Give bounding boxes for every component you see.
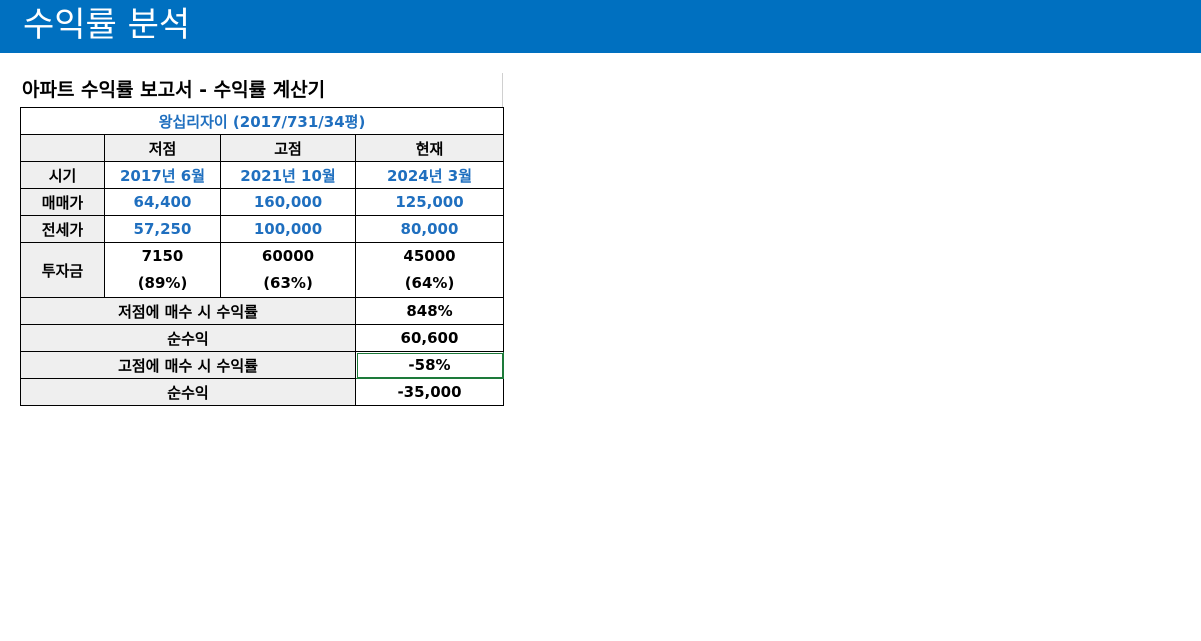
period-current-cell[interactable]: 2024년 3월 bbox=[355, 161, 504, 189]
summary-label-high-yield[interactable]: 고점에 매수 시 수익률 bbox=[20, 351, 356, 379]
investment-low-cell[interactable]: 7150 (89%) bbox=[104, 242, 221, 298]
investment-high-cell[interactable]: 60000 (63%) bbox=[220, 242, 356, 298]
report-sheet: 아파트 수익률 보고서 - 수익률 계산기 왕십리자이 (2017/731/34… bbox=[20, 73, 504, 406]
row-label-sale-price[interactable]: 매매가 bbox=[20, 188, 105, 216]
row-label-period[interactable]: 시기 bbox=[20, 161, 105, 189]
summary-row: 고점에 매수 시 수익률 -58% bbox=[20, 351, 504, 379]
summary-label-high-profit[interactable]: 순수익 bbox=[20, 378, 356, 406]
column-header-blank[interactable] bbox=[20, 134, 105, 162]
column-header-current[interactable]: 현재 bbox=[355, 134, 504, 162]
summary-row: 순수익 60,600 bbox=[20, 324, 504, 352]
summary-label-low-profit[interactable]: 순수익 bbox=[20, 324, 356, 352]
sale-price-current-cell[interactable]: 125,000 bbox=[355, 188, 504, 216]
apartment-name-cell[interactable]: 왕십리자이 (2017/731/34평) bbox=[20, 107, 504, 135]
summary-value-low-profit[interactable]: 60,600 bbox=[355, 324, 504, 352]
row-label-investment[interactable]: 투자금 bbox=[20, 242, 105, 298]
jeonse-price-low-cell[interactable]: 57,250 bbox=[104, 215, 221, 243]
summary-label-low-yield[interactable]: 저점에 매수 시 수익률 bbox=[20, 297, 356, 325]
sale-price-high-cell[interactable]: 160,000 bbox=[220, 188, 356, 216]
jeonse-price-row: 전세가 57,250 100,000 80,000 bbox=[20, 215, 504, 243]
investment-low-amount: 7150 bbox=[141, 247, 184, 265]
report-title: 아파트 수익률 보고서 - 수익률 계산기 bbox=[20, 73, 503, 107]
jeonse-price-high-cell[interactable]: 100,000 bbox=[220, 215, 356, 243]
period-low-cell[interactable]: 2017년 6월 bbox=[104, 161, 221, 189]
investment-row: 투자금 7150 (89%) 60000 (63%) 45000 (64%) bbox=[20, 242, 504, 298]
period-high-cell[interactable]: 2021년 10월 bbox=[220, 161, 356, 189]
summary-row: 순수익 -35,000 bbox=[20, 378, 504, 406]
summary-value-high-yield[interactable]: -58% bbox=[355, 351, 504, 379]
summary-value-high-profit[interactable]: -35,000 bbox=[355, 378, 504, 406]
sale-price-low-cell[interactable]: 64,400 bbox=[104, 188, 221, 216]
sale-price-row: 매매가 64,400 160,000 125,000 bbox=[20, 188, 504, 216]
column-header-high[interactable]: 고점 bbox=[220, 134, 356, 162]
investment-current-amount: 45000 bbox=[403, 247, 456, 265]
column-header-row: 저점 고점 현재 bbox=[20, 134, 504, 162]
investment-current-ratio: (64%) bbox=[404, 274, 455, 292]
header-bar: 수익률 분석 bbox=[0, 0, 1201, 53]
investment-high-ratio: (63%) bbox=[263, 274, 313, 292]
investment-high-amount: 60000 bbox=[261, 247, 315, 265]
apartment-row: 왕십리자이 (2017/731/34평) bbox=[20, 107, 504, 135]
summary-value-low-yield[interactable]: 848% bbox=[355, 297, 504, 325]
jeonse-price-current-cell[interactable]: 80,000 bbox=[355, 215, 504, 243]
page-title: 수익률 분석 bbox=[23, 5, 191, 45]
yield-table: 왕십리자이 (2017/731/34평) 저점 고점 현재 시기 2017년 6… bbox=[20, 107, 504, 406]
column-header-low[interactable]: 저점 bbox=[104, 134, 221, 162]
investment-current-cell[interactable]: 45000 (64%) bbox=[355, 242, 504, 298]
period-row: 시기 2017년 6월 2021년 10월 2024년 3월 bbox=[20, 161, 504, 189]
summary-row: 저점에 매수 시 수익률 848% bbox=[20, 297, 504, 325]
investment-low-ratio: (89%) bbox=[137, 274, 188, 292]
row-label-jeonse-price[interactable]: 전세가 bbox=[20, 215, 105, 243]
